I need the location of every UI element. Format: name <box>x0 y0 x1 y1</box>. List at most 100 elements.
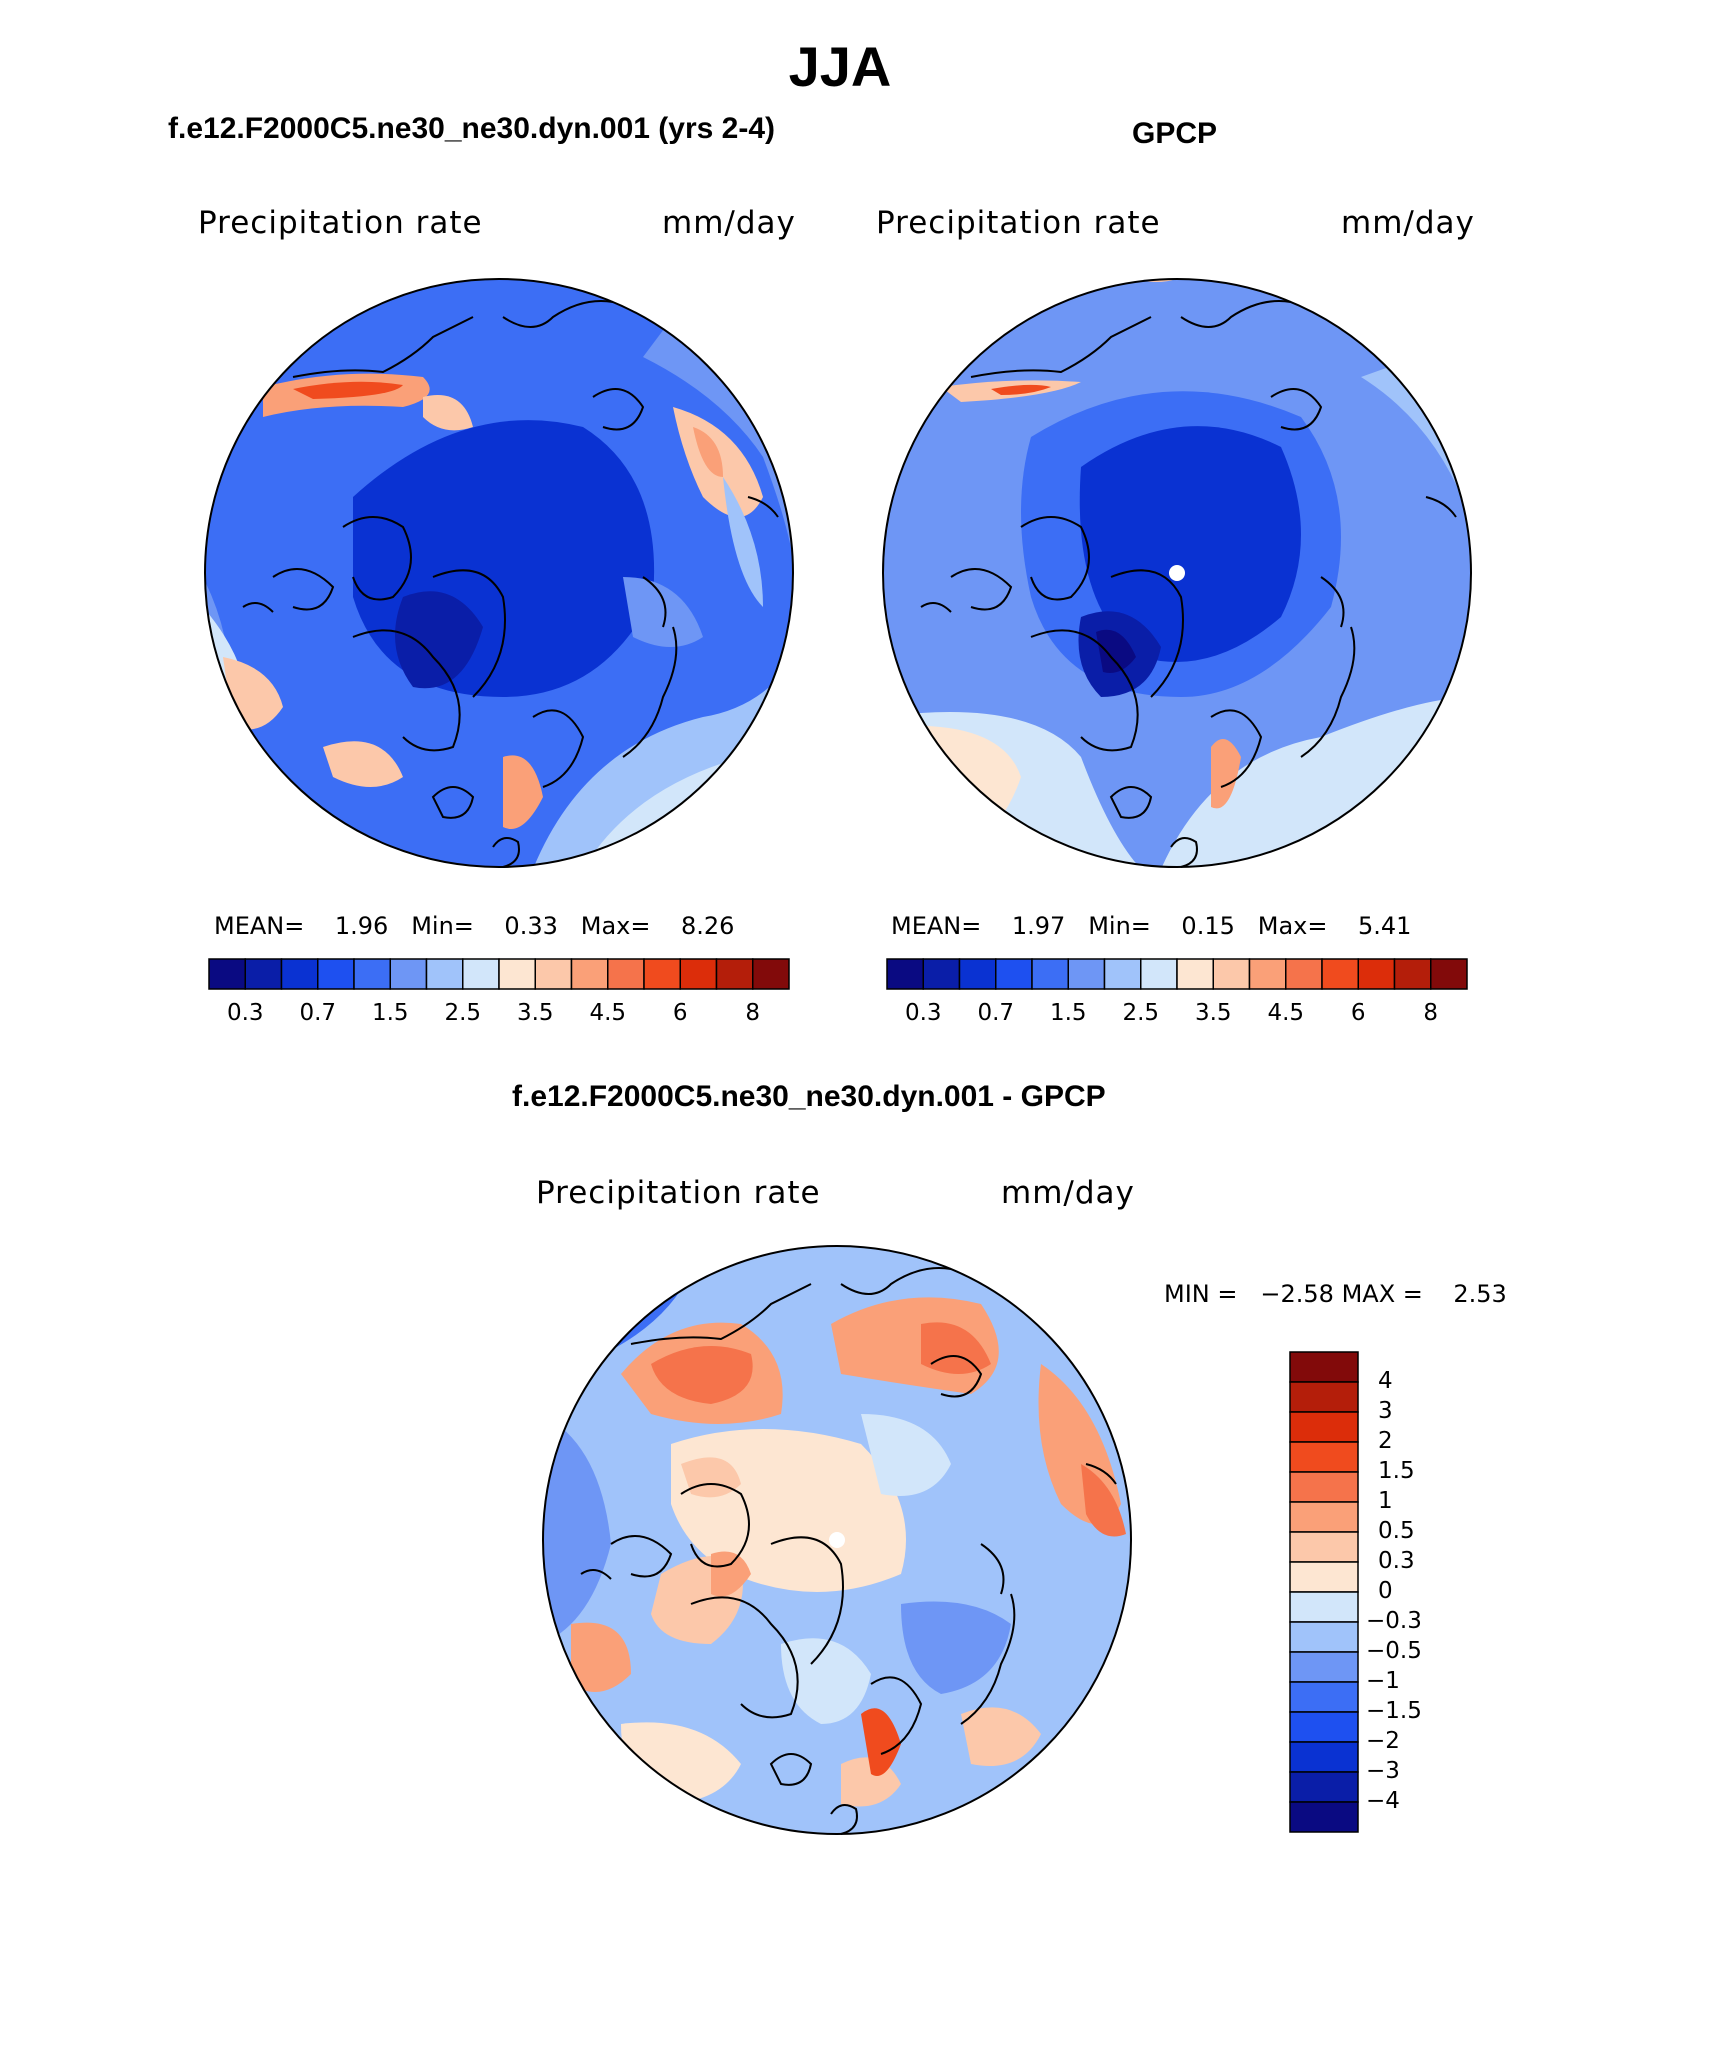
pole-marker <box>829 1532 845 1548</box>
colorbar-swatch <box>1067 958 1106 990</box>
colorbar-swatch <box>922 958 961 990</box>
colorbar-swatch <box>643 958 681 990</box>
panel-1-colorbar-ticks: 0.3 0.7 1.5 2.5 3.5 4.5 6 8 <box>0 1000 1710 1030</box>
colorbar-tick-label: 8 <box>745 1000 761 1026</box>
colorbar-swatch <box>1289 1531 1359 1563</box>
colorbar-swatch <box>389 958 428 990</box>
colorbar-swatch <box>1289 1591 1359 1623</box>
colorbar-tick-label: 1 <box>1378 1488 1393 1514</box>
colorbar-swatch <box>317 958 355 990</box>
colorbar-swatch <box>715 958 754 990</box>
colorbar-tick-label: 3.5 <box>516 1000 554 1026</box>
colorbar-tick-label: 4.5 <box>589 1000 627 1026</box>
panel-1-title: f.e12.F2000C5.ne30_ne30.dyn.001 (yrs 2-4… <box>168 112 776 145</box>
colorbar-swatch <box>1289 1441 1359 1473</box>
colorbar-tick-label: 1.5 <box>1378 1458 1415 1484</box>
colorbar-swatch <box>1321 958 1359 990</box>
panel-2-variable-label: Precipitation rate <box>876 205 1161 241</box>
colorbar-tick-label: 2.5 <box>444 1000 482 1026</box>
panel-3-colorbar-ticks: 4 3 2 1.5 1 0.5 0.3 0 −0.3 −0.5 −1 −1.5 −2 −3 −4 <box>1366 1352 1498 1832</box>
colorbar-swatch <box>1289 1771 1359 1803</box>
colorbar-swatch <box>995 958 1033 990</box>
colorbar-tick-label: −1.5 <box>1366 1698 1422 1724</box>
colorbar-swatch <box>958 958 997 990</box>
colorbar-swatch <box>1289 1801 1359 1833</box>
colorbar-swatch <box>1289 1621 1359 1653</box>
colorbar-swatch <box>1031 958 1069 990</box>
colorbar-tick-label: 0.5 <box>1378 1518 1415 1544</box>
colorbar-tick-label: 2 <box>1378 1428 1393 1454</box>
colorbar-swatch <box>1289 1711 1359 1743</box>
panel-1-units-label: mm/day <box>662 205 796 241</box>
colorbar-swatch <box>1140 958 1178 990</box>
colorbar-swatch <box>1212 958 1251 990</box>
colorbar-swatch <box>1289 1381 1359 1413</box>
colorbar-swatch <box>1289 1351 1359 1383</box>
colorbar-swatch <box>1176 958 1214 990</box>
figure-title: JJA <box>788 35 892 98</box>
colorbar-tick-label: 0.3 <box>1378 1548 1415 1574</box>
colorbar-tick-label: 1.5 <box>1049 1000 1087 1026</box>
colorbar-swatch <box>886 958 924 990</box>
colorbar-swatch <box>1289 1651 1359 1683</box>
colorbar-swatch <box>534 958 573 990</box>
colorbar-swatch <box>244 958 283 990</box>
colorbar-swatch <box>1289 1501 1359 1533</box>
colorbar-tick-label: −4 <box>1366 1788 1400 1814</box>
colorbar-tick-label: 8 <box>1423 1000 1439 1026</box>
colorbar-tick-label: 0.7 <box>299 1000 337 1026</box>
colorbar-swatch <box>462 958 500 990</box>
colorbar-tick-label: 0.3 <box>904 1000 942 1026</box>
colorbar-swatch <box>1289 1471 1359 1503</box>
colorbar-swatch <box>1357 958 1396 990</box>
colorbar-tick-label: 4 <box>1378 1368 1393 1394</box>
panel-3-colorbar <box>1289 1351 1359 1833</box>
colorbar-tick-label: 0.3 <box>226 1000 264 1026</box>
colorbar-swatch <box>1289 1681 1359 1713</box>
colorbar-swatch <box>1289 1741 1359 1773</box>
colorbar-swatch <box>1248 958 1287 990</box>
colorbar-tick-label: 0.7 <box>977 1000 1015 1026</box>
panel-1-variable-label: Precipitation rate <box>198 205 483 241</box>
colorbar-tick-label: −3 <box>1366 1758 1400 1784</box>
colorbar-swatch <box>498 958 536 990</box>
colorbar-tick-label: 2.5 <box>1122 1000 1160 1026</box>
colorbar-tick-label: 0 <box>1378 1578 1393 1604</box>
colorbar-swatch <box>1289 1411 1359 1443</box>
colorbar-tick-label: 6 <box>672 1000 688 1026</box>
panel-3-title: f.e12.F2000C5.ne30_ne30.dyn.001 - GPCP <box>512 1080 1106 1113</box>
panel-2-polar-map <box>882 278 1472 868</box>
colorbar-swatch <box>752 958 790 990</box>
colorbar-swatch <box>570 958 609 990</box>
colorbar-swatch <box>1393 958 1432 990</box>
colorbar-swatch <box>1289 1561 1359 1593</box>
colorbar-swatch <box>208 958 246 990</box>
colorbar-swatch <box>1103 958 1142 990</box>
panel-1-stats: MEAN= 1.96 Min= 0.33 Max= 8.26 <box>214 912 735 940</box>
colorbar-swatch <box>425 958 464 990</box>
colorbar-swatch <box>280 958 319 990</box>
colorbar-tick-label: 6 <box>1350 1000 1366 1026</box>
panel-2-stats: MEAN= 1.97 Min= 0.15 Max= 5.41 <box>891 912 1412 940</box>
colorbar-tick-label: 3.5 <box>1194 1000 1232 1026</box>
colorbar-swatch <box>1285 958 1323 990</box>
colorbar-tick-label: −0.5 <box>1366 1638 1422 1664</box>
colorbar-swatch <box>679 958 718 990</box>
panel-1-colorbar <box>208 958 790 990</box>
colorbar-tick-label: −2 <box>1366 1728 1400 1754</box>
panel-3-stats: MIN = −2.58 MAX = 2.53 <box>1164 1280 1507 1308</box>
colorbar-tick-label: 1.5 <box>371 1000 409 1026</box>
panel-2-title: GPCP <box>1132 117 1218 150</box>
panel-3-polar-map <box>542 1245 1132 1835</box>
colorbar-swatch <box>353 958 391 990</box>
panel-3-variable-label: Precipitation rate <box>536 1175 821 1211</box>
colorbar-tick-label: −1 <box>1366 1668 1400 1694</box>
panel-2-units-label: mm/day <box>1341 205 1475 241</box>
panel-1-polar-map <box>204 278 794 868</box>
colorbar-swatch <box>607 958 645 990</box>
colorbar-swatch <box>1430 958 1468 990</box>
panel-2-colorbar-ticks: 0.3 0.7 1.5 2.5 3.5 4.5 6 8 <box>0 1000 1710 1030</box>
panel-3-units-label: mm/day <box>1001 1175 1135 1211</box>
pole-marker <box>1169 565 1185 581</box>
colorbar-tick-label: 3 <box>1378 1398 1393 1424</box>
